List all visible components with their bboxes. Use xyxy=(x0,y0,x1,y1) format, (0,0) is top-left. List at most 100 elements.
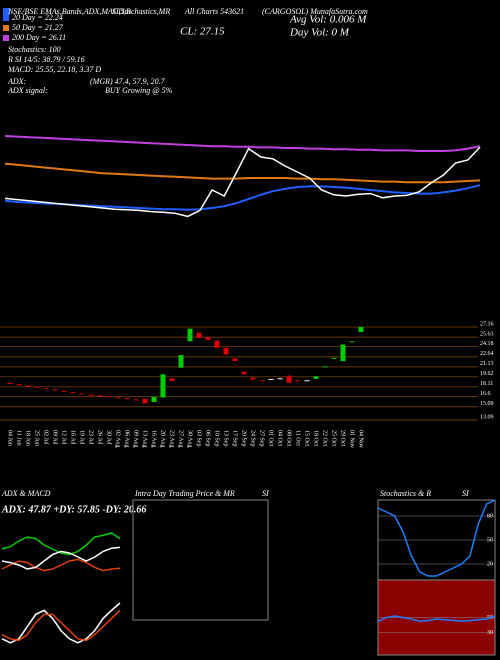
y-tick-label: 18.11 xyxy=(480,381,493,387)
x-tick-label: 09 Aug xyxy=(133,430,139,448)
candle xyxy=(340,344,346,362)
candle xyxy=(151,396,157,403)
panel-title: Stochastics & R xyxy=(380,489,431,498)
x-tick-label: 18 Jun xyxy=(25,430,31,446)
candle xyxy=(304,380,310,382)
y-tick-label: 20 xyxy=(487,561,493,567)
y-tick-label: 24.18 xyxy=(480,341,494,347)
candle xyxy=(79,393,85,395)
series-line xyxy=(4,184,481,211)
candle xyxy=(295,380,301,382)
y-tick-label: 16.6 xyxy=(480,391,491,397)
x-tick-label: 25 Oct xyxy=(331,430,337,446)
candle xyxy=(97,395,103,397)
y-tick-label: 25.63 xyxy=(480,331,494,337)
candle xyxy=(223,347,229,355)
candle xyxy=(196,332,202,338)
series-line xyxy=(4,135,481,152)
x-tick-label: 13 Aug xyxy=(142,430,148,448)
series-line xyxy=(377,499,496,577)
x-tick-label: 24 Sep xyxy=(250,430,256,447)
avg-vol: Avg Vol: 0.006 M xyxy=(289,14,367,26)
x-tick-label: 01 Nov xyxy=(349,430,355,448)
candle xyxy=(169,378,175,381)
x-tick-label: 13 Sep xyxy=(223,430,229,447)
y-tick-label: 15.09 xyxy=(480,401,494,407)
candle xyxy=(178,355,184,368)
price-line xyxy=(4,146,481,218)
panel-subtitle: SI xyxy=(462,489,469,498)
y-tick-label: 80 xyxy=(487,513,493,519)
panel-subtitle: SI xyxy=(262,489,269,498)
panel-title: Intra Day Trading Price & MR xyxy=(134,489,235,498)
x-tick-label: 30 Aug xyxy=(187,430,193,448)
logo xyxy=(3,8,10,15)
stat: R SI 14/5: 38.79 / 59.16 xyxy=(7,55,85,64)
legend-entry: 50 Day = 21.27 xyxy=(12,23,64,32)
candle xyxy=(205,337,211,340)
series-line xyxy=(1,558,121,572)
x-tick-label: 27 Sep xyxy=(259,430,265,447)
x-tick-label: 02 Jul xyxy=(43,430,49,445)
x-tick-label: 20 Sep xyxy=(241,430,247,447)
x-tick-label: 08 Oct xyxy=(286,430,292,446)
x-tick-label: 18 Oct xyxy=(313,430,319,446)
panel-subtitle: ADX: 47.87 +DY: 57.85 -DY: 20.66 xyxy=(1,504,146,515)
candle xyxy=(358,327,364,333)
x-tick-label: 22 Oct xyxy=(322,430,328,446)
x-tick-label: 15 Oct xyxy=(304,430,310,446)
x-tick-label: 26 Jul xyxy=(97,430,103,445)
candle xyxy=(259,380,265,382)
x-tick-label: 04 Oct xyxy=(277,430,283,446)
x-tick-label: 02 Aug xyxy=(115,430,121,448)
candle xyxy=(25,385,31,387)
x-tick-label: 27 Aug xyxy=(178,430,184,448)
candle xyxy=(349,341,355,343)
candle xyxy=(133,399,139,401)
series-line xyxy=(377,615,496,623)
y-tick-label: 30 xyxy=(487,630,493,636)
x-tick-label: 06 Sep xyxy=(205,430,211,447)
x-tick-label: 06 Aug xyxy=(124,430,130,448)
candle xyxy=(43,388,49,390)
x-tick-label: 19 Jul xyxy=(79,430,85,445)
candle xyxy=(322,366,328,368)
close: CL: 27.15 xyxy=(180,26,225,38)
stat: Stochastics: 100 xyxy=(8,45,61,54)
x-tick-label: 29 Oct xyxy=(340,430,346,446)
x-tick-label: 10 Sep xyxy=(214,430,220,447)
series-line xyxy=(1,532,121,556)
x-tick-label: 09 Jul xyxy=(52,430,58,445)
y-tick-label: 22.64 xyxy=(480,351,494,357)
legend-entry: 200 Day = 26.11 xyxy=(12,33,66,42)
x-tick-label: 16 Aug xyxy=(151,430,157,448)
title-part: (CARGOSOL) MunafaSutra.com xyxy=(262,7,368,16)
candle xyxy=(313,376,319,379)
y-tick-label: 13.09 xyxy=(480,414,494,420)
candle xyxy=(106,396,112,398)
panel-title: ADX & MACD xyxy=(1,489,51,498)
title-part: All Charts 543621 xyxy=(184,7,244,16)
x-tick-label: 11 Oct xyxy=(295,430,301,446)
title-part: SI,Stochastics,MR xyxy=(112,7,170,16)
legend-swatch xyxy=(3,15,9,21)
y-tick-label: 19.62 xyxy=(480,371,494,377)
candle xyxy=(214,340,220,348)
candle xyxy=(34,386,40,388)
candle xyxy=(115,397,121,399)
x-tick-label: 25 Jun xyxy=(34,430,40,446)
x-tick-label: 11 Jun xyxy=(16,430,22,446)
x-tick-label: 23 Aug xyxy=(169,430,175,448)
candle xyxy=(250,377,256,380)
adx-signal-label: ADX signal: xyxy=(7,86,48,95)
adx-signal: BUY Growing @ 5% xyxy=(105,86,173,95)
panel-frame xyxy=(132,499,269,621)
legend-swatch xyxy=(3,25,9,31)
candle xyxy=(268,378,274,380)
y-tick-label: 21.13 xyxy=(480,361,494,367)
x-tick-label: 23 Jul xyxy=(88,430,94,445)
x-tick-label: 04 Jun xyxy=(7,430,13,446)
candle xyxy=(160,374,166,398)
x-tick-label: 01 Oct xyxy=(268,430,274,446)
